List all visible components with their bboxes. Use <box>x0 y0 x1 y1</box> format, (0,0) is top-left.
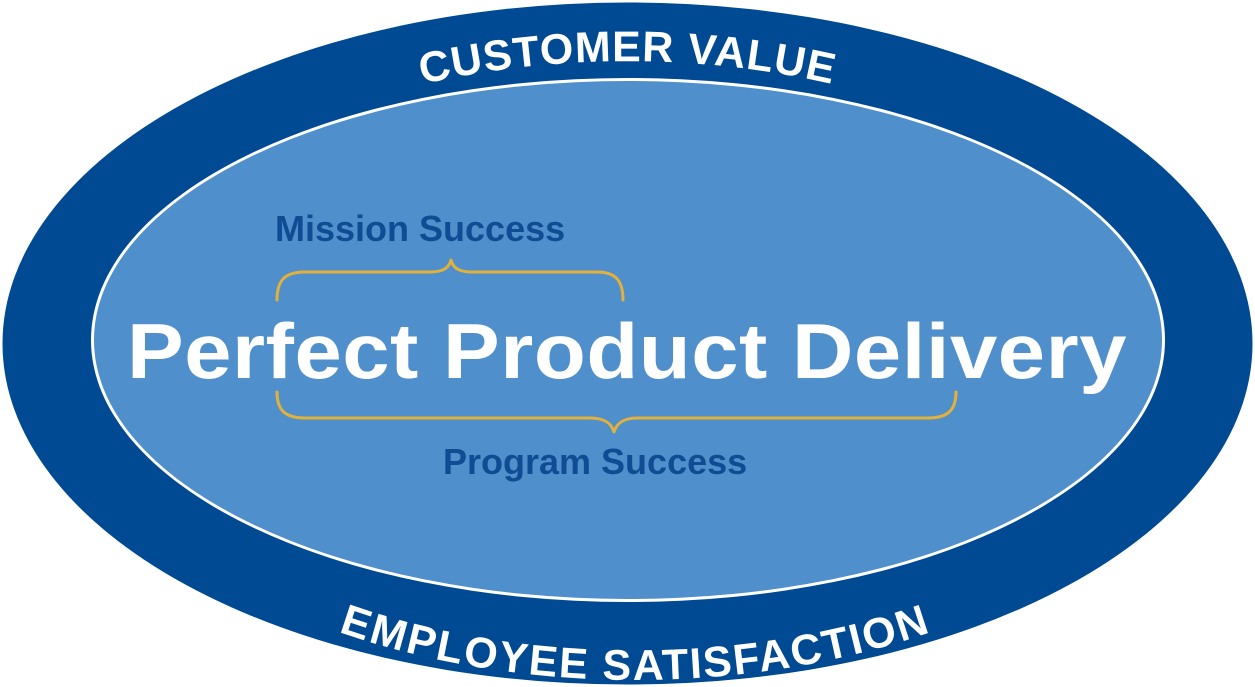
program-success-brace <box>275 390 958 434</box>
mission-success-label: Mission Success <box>275 208 565 249</box>
mission-success-brace <box>275 258 625 302</box>
program-success-label: Program Success <box>443 441 747 482</box>
inner-ellipse <box>94 81 1162 599</box>
perfect-product-delivery-title: Perfect Product Delivery <box>127 307 1127 395</box>
